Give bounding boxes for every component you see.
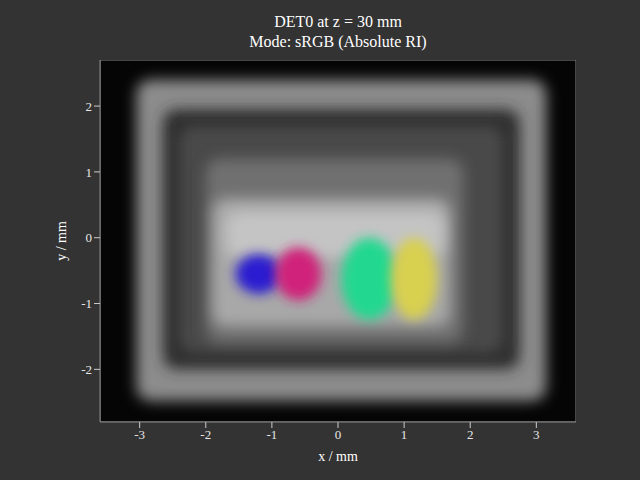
svg-text:3: 3 [533, 427, 540, 442]
svg-text:2: 2 [86, 99, 93, 114]
html-text:DET0 at z = 30 mm: DET0 at z = 30 mm [274, 13, 402, 30]
svg-text:-2: -2 [200, 427, 211, 442]
svg-text:0: 0 [86, 230, 93, 245]
svg-text:0: 0 [335, 427, 342, 442]
html-text:y / mm: y / mm [54, 221, 69, 261]
svg-text:2: 2 [467, 427, 474, 442]
svg-text:-3: -3 [134, 427, 145, 442]
svg-text:1: 1 [401, 427, 408, 442]
svg-text:-1: -1 [81, 296, 92, 311]
html-text:x / mm: x / mm [318, 449, 358, 464]
html-text:Mode: sRGB (Absolute RI): Mode: sRGB (Absolute RI) [249, 33, 427, 50]
svg-text:-2: -2 [81, 362, 92, 377]
svg-text:-1: -1 [266, 427, 277, 442]
svg-text:1: 1 [86, 165, 93, 180]
